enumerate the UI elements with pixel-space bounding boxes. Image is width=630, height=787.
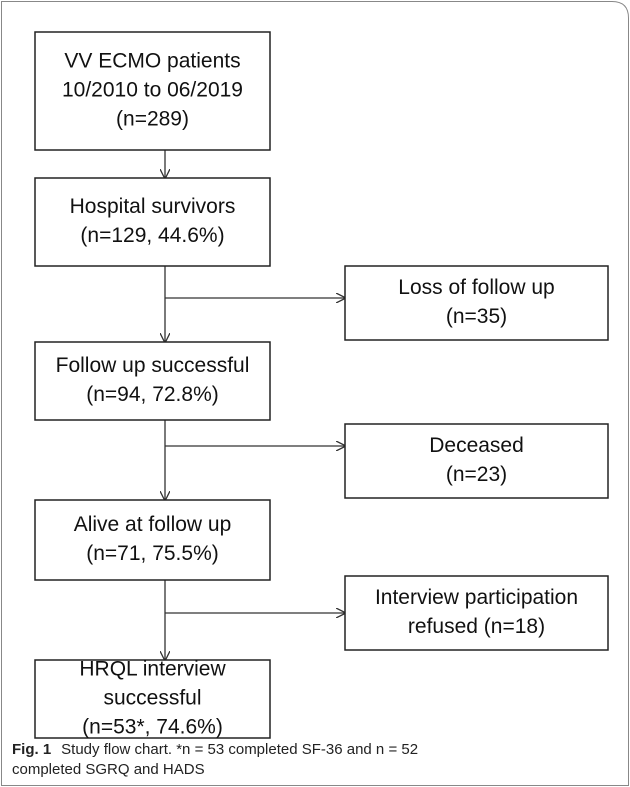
node-label: Deceased [429,434,524,457]
node-label: Hospital survivors [70,195,236,218]
node-box [34,31,271,151]
node-label: (n=53*, 74.6%) [82,716,223,739]
node-label: (n=289) [116,108,189,131]
node-box [34,177,271,267]
node-label: Alive at follow up [74,513,232,536]
node-label: VV ECMO patients [64,50,240,73]
node-label: (n=94, 72.8%) [86,383,219,406]
caption-line: completed SGRQ and HADS [12,761,205,778]
node-label: 10/2010 to 06/2019 [62,79,243,102]
node-label: (n=35) [446,305,507,328]
node-box [344,265,609,341]
node-label: Follow up successful [56,354,250,377]
node-box [34,659,271,739]
node-label: HRQL interview [79,658,226,681]
node-label: (n=71, 75.5%) [86,542,219,565]
caption-label: Fig. 1 [12,741,51,758]
node-label: successful [103,687,201,710]
arrows [165,150,345,660]
caption: Fig. 1 Study flow chart. *n = 53 complete… [12,741,422,778]
node-label: (n=129, 44.6%) [80,224,224,247]
node-box [344,423,609,499]
node-box [34,499,271,581]
node-label: Interview participation [375,586,578,609]
node-box [344,575,609,651]
node-label: refused (n=18) [408,615,545,638]
node-label: Loss of follow up [398,276,554,299]
caption-line: Study flow chart. *n = 53 completed SF-3… [61,741,418,758]
node-label: (n=23) [446,463,507,486]
node-box [34,341,271,421]
